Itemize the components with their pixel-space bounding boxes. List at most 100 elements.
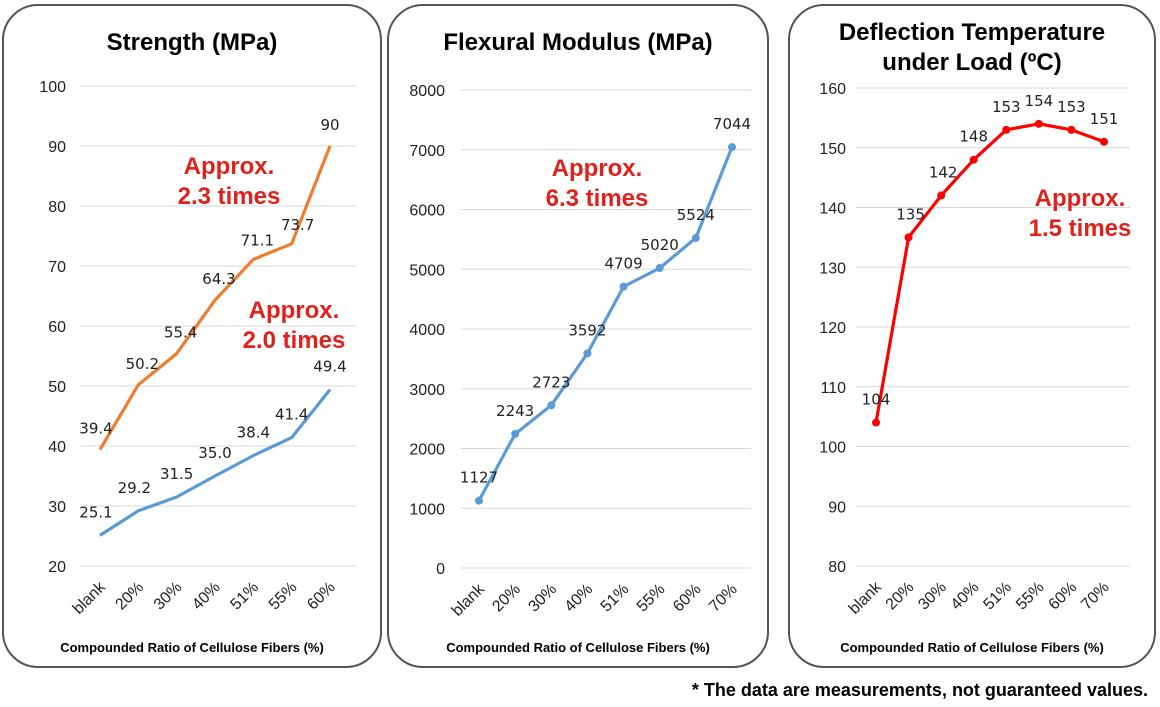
x-tick-label: blank [70, 578, 110, 618]
x-tick-label: 60% [304, 579, 339, 614]
data-label: 1127 [460, 469, 498, 487]
x-tick-label: 30% [151, 579, 186, 614]
data-label: 25.1 [79, 503, 112, 521]
flexural-modulus-chart: 0 1000 2000 3000 4000 5000 6000 7000 8000 blank 20… [409, 83, 751, 620]
chart-title: Deflection Temperature under Load (ºC) [790, 18, 1154, 78]
annotation-text: Approx. [1035, 185, 1126, 212]
data-point [511, 429, 520, 438]
chart-title: Flexural Modulus (MPa) [443, 29, 713, 56]
series-line [477, 146, 734, 502]
x-tick-label: 20% [112, 579, 147, 614]
data-point [1067, 125, 1076, 134]
y-tick-label: 3000 [409, 382, 445, 399]
x-tick-label: blank [846, 578, 886, 618]
data-label: 142 [929, 164, 958, 182]
chart-panel-deflection-temperature: Deflection Temperature under Load (ºC) 8… [788, 4, 1156, 668]
x-tick-label: 20% [883, 579, 918, 614]
data-label: 55.4 [164, 324, 197, 342]
data-label: 71.1 [241, 231, 274, 249]
data-label: 73.7 [281, 216, 314, 234]
data-point [583, 349, 592, 358]
data-label: 31.5 [160, 465, 193, 483]
data-point [691, 233, 700, 242]
y-tick-label: 40 [48, 439, 66, 456]
data-point [904, 233, 913, 242]
chart-panel-strength: Strength (MPa) 20 30 40 50 60 70 80 90 100 blank 2… [2, 4, 382, 668]
x-tick-label: 51% [980, 579, 1015, 614]
data-label: 2243 [496, 402, 534, 420]
annotation-text: 1.5 times [1029, 215, 1132, 242]
x-tick-label: 55% [1013, 579, 1048, 614]
y-tick-label: 100 [39, 79, 66, 96]
x-tick-label: 55% [634, 581, 669, 616]
x-tick-label: 60% [1046, 579, 1081, 614]
y-tick-label: 4000 [409, 322, 445, 339]
data-label: 39.4 [79, 420, 112, 438]
y-tick-label: 140 [819, 201, 846, 218]
data-label: 154 [1025, 92, 1054, 110]
y-tick-label: 120 [819, 320, 846, 337]
y-tick-label: 60 [48, 319, 66, 336]
data-label: 153 [1057, 98, 1086, 116]
data-label: 49.4 [313, 358, 346, 376]
y-tick-label: 1000 [409, 501, 445, 518]
x-tick-label: 40% [562, 581, 597, 616]
data-label: 5020 [641, 236, 679, 254]
x-tick-label: 40% [189, 579, 224, 614]
data-label: 151 [1090, 110, 1119, 128]
data-label: 148 [959, 128, 988, 146]
x-tick-label: 40% [948, 579, 983, 614]
data-label: 5524 [677, 206, 715, 224]
y-tick-label: 100 [819, 440, 846, 457]
annotation-text: 2.0 times [243, 327, 346, 354]
series-line [99, 388, 332, 537]
y-tick-label: 5000 [409, 262, 445, 279]
data-label: 38.4 [237, 424, 270, 442]
data-label: 29.2 [118, 479, 151, 497]
y-tick-label: 80 [48, 199, 66, 216]
data-label: 35.0 [198, 444, 231, 462]
x-tick-label: 20% [489, 581, 524, 616]
data-label: 90 [320, 116, 339, 134]
footnote: * The data are measurements, not guarant… [691, 680, 1148, 700]
data-label: 41.4 [275, 406, 308, 424]
data-point [872, 418, 880, 427]
annotation-text: 2.3 times [178, 183, 281, 210]
x-tick-label: 30% [915, 579, 950, 614]
y-tick-label: 50 [48, 379, 66, 396]
x-tick-label: 51% [598, 581, 633, 616]
y-tick-label: 90 [828, 499, 846, 516]
data-label: 50.2 [126, 355, 159, 373]
data-label: 7044 [713, 115, 751, 133]
chart-title-line-2: under Load (ºC) [882, 49, 1062, 76]
x-tick-label: 55% [266, 579, 301, 614]
y-tick-label: 0 [436, 561, 445, 578]
annotation-text: Approx. [552, 155, 643, 182]
data-label: 153 [992, 98, 1021, 116]
x-axis-label: Compounded Ratio of Cellulose Fibers (%) [60, 640, 324, 655]
data-point [1034, 119, 1043, 128]
y-tick-label: 90 [48, 139, 66, 156]
y-tick-label: 20 [48, 559, 66, 576]
y-tick-label: 130 [819, 260, 846, 277]
y-tick-label: 150 [819, 141, 846, 158]
y-tick-label: 2000 [409, 442, 445, 459]
data-label: 135 [896, 205, 925, 223]
annotation-text: Approx. [249, 297, 340, 324]
y-tick-label: 80 [828, 559, 846, 576]
data-label: 2723 [532, 373, 570, 391]
chart-panel-flexural-modulus: Flexural Modulus (MPa) 0 1000 2000 3000 4000… [387, 4, 769, 668]
x-axis-label: Compounded Ratio of Cellulose Fibers (%) [840, 640, 1104, 655]
y-tick-label: 7000 [409, 143, 445, 160]
data-point [969, 155, 978, 164]
y-tick-label: 160 [819, 81, 846, 98]
annotation-text: Approx. [184, 153, 275, 180]
data-point [1002, 125, 1011, 134]
data-point [475, 496, 483, 505]
y-tick-label: 30 [48, 499, 66, 516]
x-tick-label: 51% [227, 579, 262, 614]
y-tick-label: 6000 [409, 203, 445, 220]
x-tick-label: 30% [525, 581, 560, 616]
data-label: 4709 [604, 255, 642, 273]
